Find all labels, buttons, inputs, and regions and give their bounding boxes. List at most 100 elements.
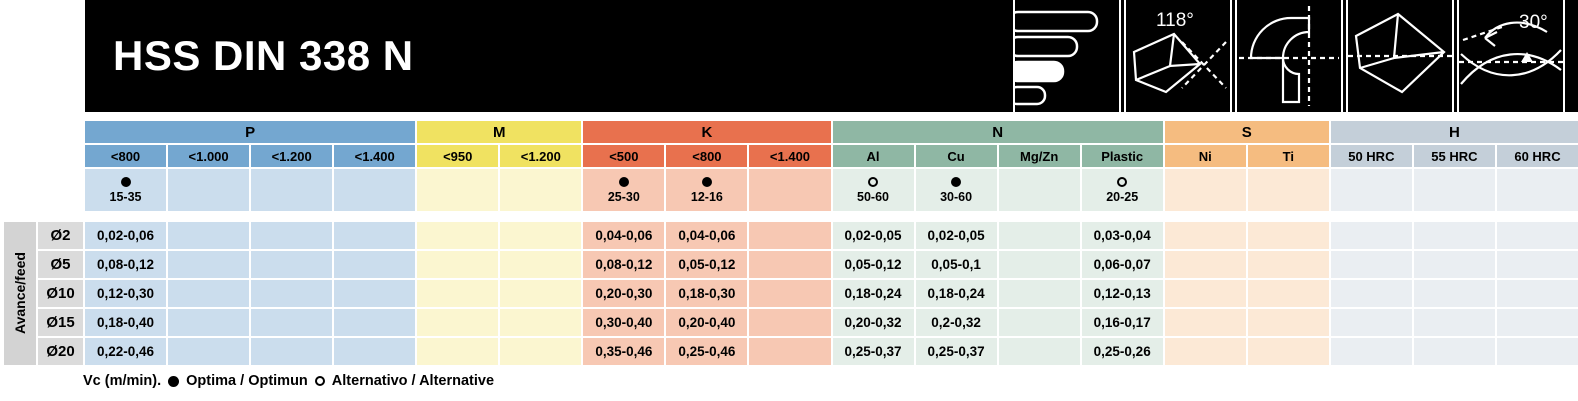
feed-data-cell [749,222,831,249]
feed-data-cell [998,280,1080,307]
feed-data-cell [1496,338,1578,365]
feed-data-cell: 0,04-0,06 [583,222,665,249]
feed-data-cell: 0,20-0,32 [832,309,914,336]
vc-cell: 25-30 [583,169,665,211]
column-header: <1.400 [334,145,416,167]
speeds-feeds-table: P <800 <1.000 <1.200 <1.400 M <950 <1.200 K <500 <… [0,121,1578,365]
feed-data-cell: 0,20-0,30 [583,280,665,307]
optima-filled-circle-icon [120,176,131,187]
feed-data-cell [251,222,333,249]
feed-data-cell [1164,251,1246,278]
column-header: Ni [1164,145,1246,167]
feed-data-cell [1247,338,1329,365]
vc-value: 30-60 [940,189,973,204]
feed-data-cell [998,222,1080,249]
vc-cell: 20-25 [1081,169,1163,211]
vc-cell [1164,169,1246,211]
feed-data-cell [998,309,1080,336]
feed-data-cell [1496,222,1578,249]
feed-data-cell [334,280,416,307]
header-icons: 118° [1013,0,1578,112]
feed-data-cell: 0,30-0,40 [583,309,665,336]
vc-cell [168,169,250,211]
feed-data-cell [749,338,831,365]
optima-filled-circle-icon [168,375,180,387]
vc-value: 20-25 [1106,189,1139,204]
feed-data-cell: 0,08-0,12 [85,251,167,278]
feed-data-cell [1413,251,1495,278]
vc-cell: 50-60 [832,169,914,211]
vc-value: 15-35 [109,189,142,204]
vc-cell: 30-60 [915,169,997,211]
feed-data-cell: 0,02-0,05 [832,222,914,249]
feed-data-cell: 0,18-0,24 [832,280,914,307]
diameter-row-label: Ø5 [38,251,83,278]
feed-data-cell: 0,35-0,46 [583,338,665,365]
feed-data-cell: 0,02-0,06 [85,222,167,249]
optima-filled-circle-icon [701,176,712,187]
feed-data-cell: 0,05-0,12 [832,251,914,278]
column-header: <1.000 [168,145,250,167]
feed-data-cell [1413,222,1495,249]
vc-cell [1413,169,1495,211]
feed-data-cell: 0,16-0,17 [1081,309,1163,336]
vc-cell [998,169,1080,211]
vc-value: 25-30 [607,189,640,204]
feed-data-cell [749,309,831,336]
optima-filled-circle-icon [951,176,962,187]
alternative-open-circle-icon [1117,176,1128,187]
column-header: Al [832,145,914,167]
feed-data-cell: 0,12-0,30 [85,280,167,307]
header-bar: HSS DIN 338 N 118° [85,0,1578,112]
feed-data-cell [251,338,333,365]
feed-data-cell [334,222,416,249]
column-header: <950 [417,145,499,167]
legend-optima-label: Optima / Optimun [186,373,308,389]
feed-data-cell: 0,25-0,26 [1081,338,1163,365]
column-header: Ti [1247,145,1329,167]
column-header: Plastic [1081,145,1163,167]
vc-cell [500,169,582,211]
feed-data-cell [1330,309,1412,336]
feed-data-cell: 0,18-0,30 [666,280,748,307]
feed-data-cell: 0,02-0,05 [915,222,997,249]
material-group-header-S: S [1164,121,1329,143]
flute-cross-section-icon [1235,0,1343,112]
feed-data-cell: 0,25-0,37 [832,338,914,365]
vc-cell: 15-35 [85,169,167,211]
feed-data-cell [1164,280,1246,307]
feed-data-cell [1496,280,1578,307]
cutting-edge-icon [1346,0,1454,112]
column-header: 50 HRC [1330,145,1412,167]
vc-cell [334,169,416,211]
feed-data-cell [1413,309,1495,336]
feed-data-cell: 0,12-0,13 [1081,280,1163,307]
feed-data-cell [1496,309,1578,336]
feed-data-cell [1330,338,1412,365]
feed-data-cell [417,251,499,278]
feed-data-cell [1413,338,1495,365]
material-group-header-K: K [583,121,831,143]
feed-data-cell [500,338,582,365]
feed-data-cell [251,251,333,278]
vc-cell [1496,169,1578,211]
feed-data-cell [1247,251,1329,278]
page-title: HSS DIN 338 N [113,32,414,79]
feed-data-cell [1496,251,1578,278]
feed-data-cell [334,251,416,278]
feed-data-cell [251,280,333,307]
point-angle-icon: 118° [1124,0,1232,112]
vc-cell [417,169,499,211]
feed-data-cell [500,251,582,278]
diameter-row-label: Ø10 [38,280,83,307]
legend-vc-label: Vc (m/min). [83,373,162,389]
feed-data-cell [334,338,416,365]
optima-filled-circle-icon [618,176,629,187]
point-angle-label: 118° [1156,10,1194,31]
vc-cell [1330,169,1412,211]
column-header: <800 [85,145,167,167]
feed-data-cell: 0,05-0,1 [915,251,997,278]
feed-data-cell: 0,20-0,40 [666,309,748,336]
alternative-open-circle-icon [314,376,325,386]
